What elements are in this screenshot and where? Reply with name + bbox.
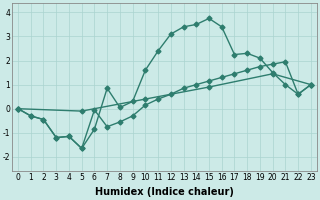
X-axis label: Humidex (Indice chaleur): Humidex (Indice chaleur) (95, 187, 234, 197)
